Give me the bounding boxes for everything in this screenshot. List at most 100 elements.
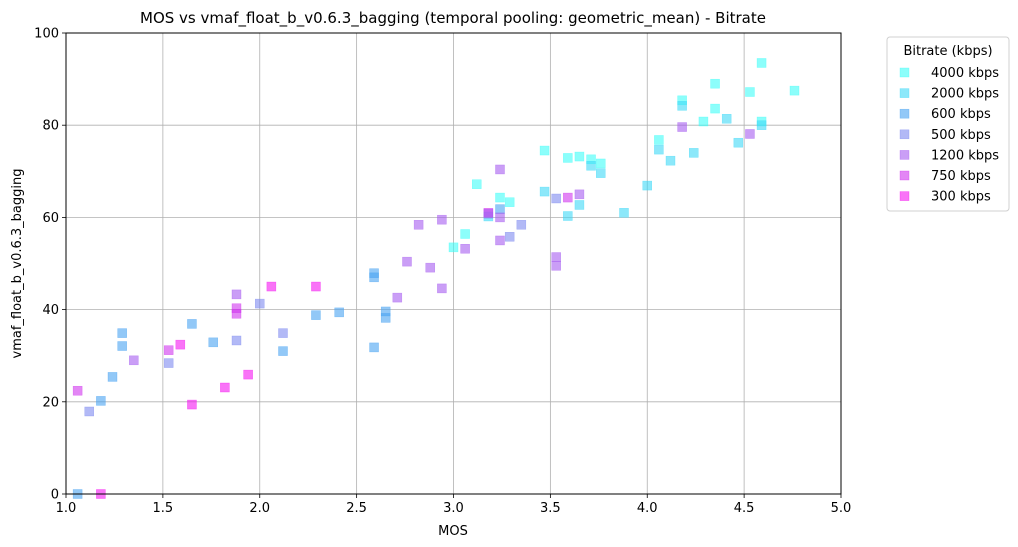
x-tick-label: 4.5 xyxy=(734,501,755,516)
legend-marker xyxy=(899,170,910,181)
series-2000-kbps xyxy=(483,101,767,222)
data-point xyxy=(745,87,755,97)
data-point xyxy=(654,135,664,145)
data-point xyxy=(380,313,391,323)
data-point xyxy=(665,155,676,166)
legend: Bitrate (kbps) 4000 kbps 2000 kbps 600 kbp… xyxy=(886,36,1010,212)
legend-item: 300 kbps xyxy=(899,190,991,205)
legend-label: 600 kbps xyxy=(931,107,991,122)
data-point xyxy=(495,192,505,203)
series-1200-kbps xyxy=(129,122,755,366)
data-point xyxy=(516,220,527,230)
legend-item: 600 kbps xyxy=(899,107,991,122)
data-point xyxy=(220,382,230,393)
data-point xyxy=(266,281,277,292)
data-point xyxy=(619,208,629,218)
x-tick-label: 3.5 xyxy=(540,501,561,516)
data-point xyxy=(733,137,744,148)
data-point xyxy=(504,197,515,207)
legend-marker xyxy=(899,88,910,98)
y-axis-ticks: 0 20 40 60 80 100 xyxy=(34,27,66,503)
series-750-kbps xyxy=(72,192,573,396)
legend-item: 4000 kbps xyxy=(899,66,999,81)
data-point xyxy=(311,281,321,292)
data-point xyxy=(107,372,118,382)
data-point xyxy=(369,342,379,353)
data-point xyxy=(710,78,720,89)
data-point xyxy=(117,328,127,338)
chart-title: MOS vs vmaf_float_b_v0.6.3_bagging (temp… xyxy=(140,9,766,28)
legend-marker xyxy=(899,129,910,140)
data-point xyxy=(698,116,709,127)
data-point xyxy=(677,122,687,132)
x-tick-label: 1.0 xyxy=(56,501,77,516)
legend-item: 1200 kbps xyxy=(899,148,999,163)
x-tick-label: 2.0 xyxy=(249,501,270,516)
y-axis-label: vmaf_float_b_v0.6.3_bagging xyxy=(10,169,25,359)
data-point xyxy=(483,208,494,218)
legend-marker xyxy=(899,150,910,160)
y-tick-label: 20 xyxy=(42,395,59,410)
data-point xyxy=(495,204,505,214)
data-point xyxy=(539,186,550,197)
data-point xyxy=(563,211,573,221)
data-point xyxy=(392,292,403,303)
legend-label: 500 kbps xyxy=(931,128,991,143)
data-point xyxy=(278,328,288,338)
legend-label: 1200 kbps xyxy=(931,148,999,163)
data-point xyxy=(495,212,505,223)
legend-label: 750 kbps xyxy=(931,169,991,184)
data-point xyxy=(586,161,596,171)
legend-marker xyxy=(899,108,910,119)
data-point xyxy=(495,164,505,175)
data-point xyxy=(437,214,447,225)
data-point xyxy=(208,337,218,348)
x-tick-label: 1.5 xyxy=(153,501,174,516)
legend-marker xyxy=(899,67,910,78)
y-tick-label: 100 xyxy=(34,27,59,42)
legend-label: 2000 kbps xyxy=(931,87,999,102)
data-point xyxy=(243,369,253,380)
data-point xyxy=(413,220,424,230)
data-point xyxy=(756,58,767,68)
x-tick-label: 5.0 xyxy=(831,501,852,516)
data-point xyxy=(187,399,197,410)
data-point xyxy=(574,189,585,200)
legend-items: 4000 kbps 2000 kbps 600 kbps 500 kbps 1200 k… xyxy=(899,66,999,205)
data-point xyxy=(574,151,585,162)
legend-item: 2000 kbps xyxy=(899,87,999,102)
x-tick-label: 3.0 xyxy=(443,501,464,516)
data-point xyxy=(539,145,550,156)
legend-marker xyxy=(899,191,910,201)
data-point xyxy=(163,345,174,355)
y-tick-label: 60 xyxy=(42,211,59,226)
data-point xyxy=(551,261,561,271)
data-point xyxy=(311,310,321,320)
data-point xyxy=(472,179,482,189)
data-point xyxy=(129,355,139,366)
data-point xyxy=(187,319,197,329)
data-point xyxy=(460,229,470,239)
y-tick-label: 40 xyxy=(42,303,59,318)
data-point xyxy=(231,308,242,319)
data-point xyxy=(551,193,561,204)
legend-item: 500 kbps xyxy=(899,128,991,143)
legend-box xyxy=(886,36,1010,212)
legend-title: Bitrate (kbps) xyxy=(903,44,992,59)
data-point xyxy=(563,153,573,163)
data-point xyxy=(745,129,755,139)
data-point xyxy=(710,103,720,114)
data-point xyxy=(255,298,265,309)
data-point xyxy=(596,168,606,178)
data-point xyxy=(642,180,652,191)
data-points xyxy=(72,58,800,499)
data-point xyxy=(72,385,83,396)
data-point xyxy=(574,200,585,210)
series-4000-kbps xyxy=(448,58,800,253)
data-point xyxy=(437,283,447,294)
data-point xyxy=(789,85,800,96)
x-axis-label: MOS xyxy=(438,524,468,539)
data-point xyxy=(278,346,288,356)
legend-label: 300 kbps xyxy=(931,190,991,205)
